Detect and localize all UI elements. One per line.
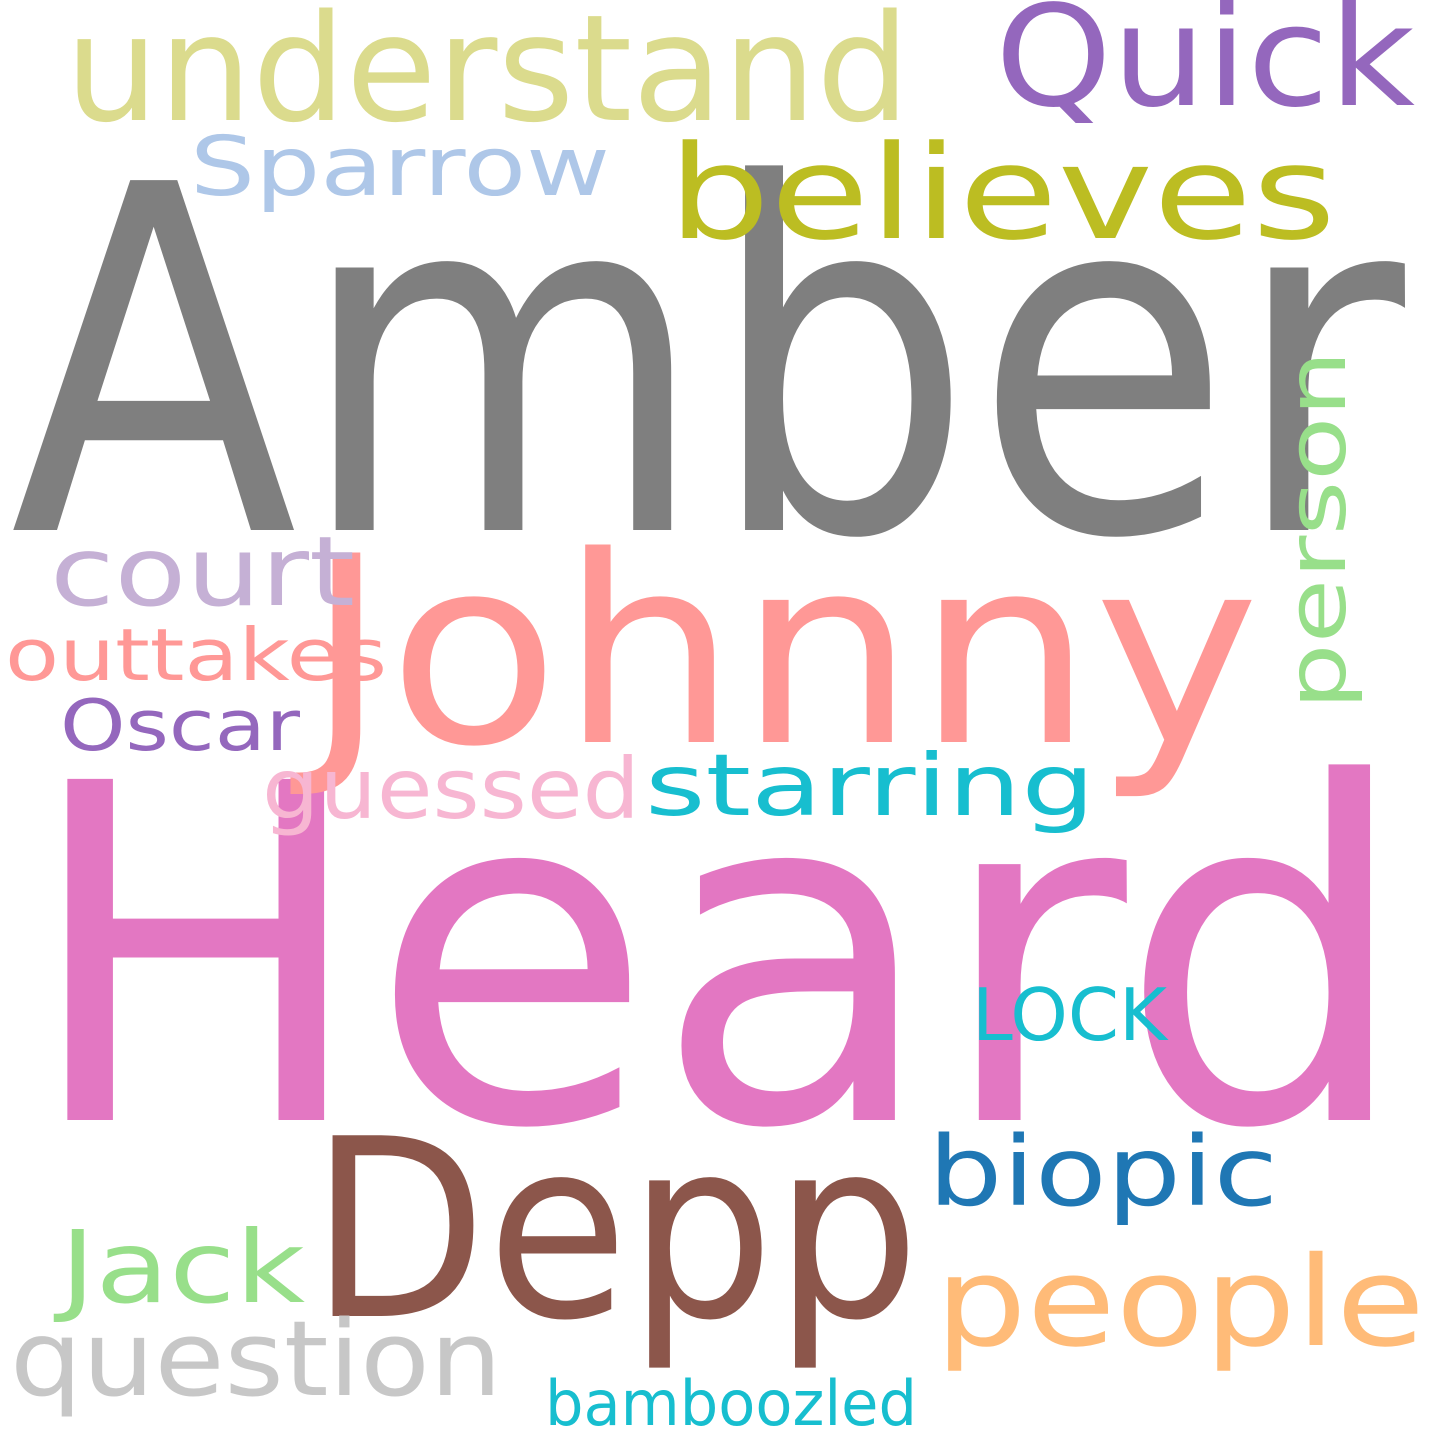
word-quick: Quick: [995, 0, 1415, 139]
word-guessed: guessed: [262, 740, 640, 838]
word-heard: Heard: [22, 687, 1412, 1231]
word-question: question: [10, 1298, 502, 1420]
word-lock: LOCK: [972, 973, 1169, 1057]
word-sparrow: Sparrow: [190, 120, 610, 215]
word-amber: Amber: [10, 85, 1410, 644]
word-biopic: biopic: [928, 1116, 1278, 1228]
word-oscar: Oscar: [60, 685, 300, 767]
word-believes: believes: [668, 117, 1336, 269]
word-court: court: [50, 516, 355, 628]
word-starring: starring: [645, 736, 1095, 836]
word-people: people: [935, 1231, 1425, 1375]
word-understand: understand: [65, 0, 910, 155]
word-jack: Jack: [53, 1209, 305, 1326]
word-johnny: Johnny: [287, 502, 1260, 804]
word-depp: Depp: [310, 1087, 920, 1375]
word-bamboozled: bamboozled: [545, 1367, 917, 1440]
word-person: person: [1270, 350, 1365, 710]
word-outtakes: outtakes: [5, 613, 387, 697]
